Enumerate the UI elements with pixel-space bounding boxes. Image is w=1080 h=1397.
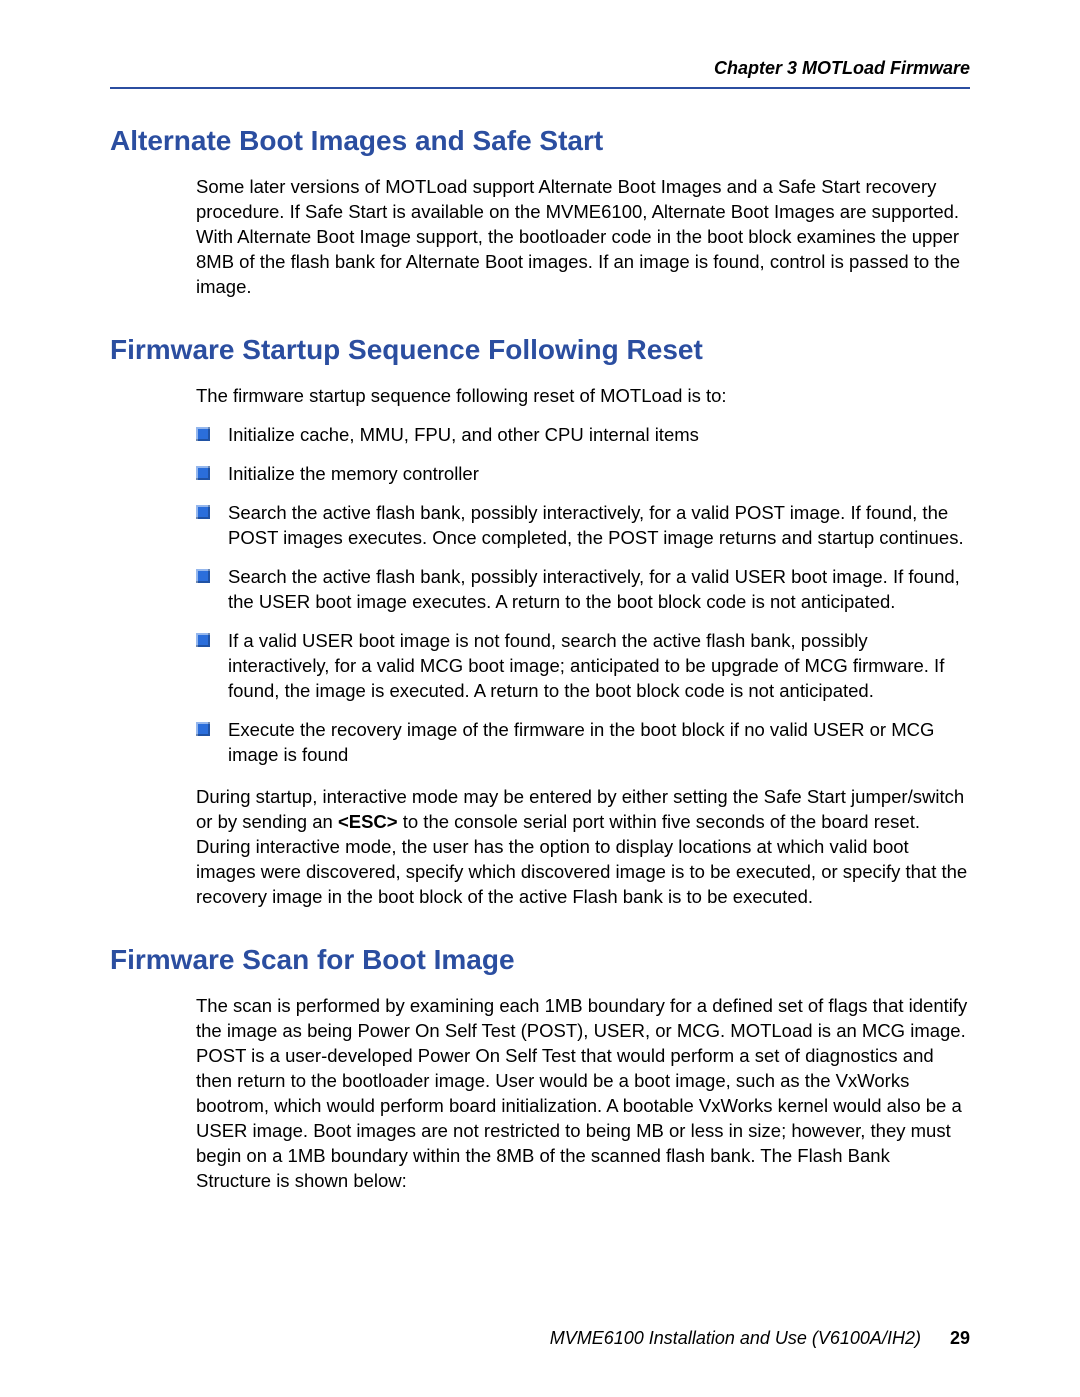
page-footer: MVME6100 Installation and Use (V6100A/IH… (550, 1328, 970, 1349)
page: Chapter 3 MOTLoad Firmware Alternate Boo… (0, 0, 1080, 1194)
list-item: Execute the recovery image of the firmwa… (196, 718, 970, 768)
paragraph: The scan is performed by examining each … (196, 994, 970, 1194)
page-header: Chapter 3 MOTLoad Firmware (110, 58, 970, 87)
paragraph: During startup, interactive mode may be … (196, 785, 970, 910)
list-item: Search the active flash bank, possibly i… (196, 501, 970, 551)
list-item: Initialize the memory controller (196, 462, 970, 487)
footer-doc-title: MVME6100 Installation and Use (V6100A/IH… (550, 1328, 921, 1348)
list-item: Search the active flash bank, possibly i… (196, 565, 970, 615)
paragraph: Some later versions of MOTLoad support A… (196, 175, 970, 300)
section-alternate-boot: Alternate Boot Images and Safe Start Som… (110, 125, 970, 300)
header-rule (110, 87, 970, 89)
list-item: Initialize cache, MMU, FPU, and other CP… (196, 423, 970, 448)
heading-alternate-boot: Alternate Boot Images and Safe Start (110, 125, 970, 157)
page-number: 29 (950, 1328, 970, 1348)
paragraph-intro: The firmware startup sequence following … (196, 384, 970, 409)
section-firmware-startup: Firmware Startup Sequence Following Rese… (110, 334, 970, 910)
bullet-list: Initialize cache, MMU, FPU, and other CP… (196, 423, 970, 768)
esc-key-text: <ESC> (338, 811, 398, 832)
list-item: If a valid USER boot image is not found,… (196, 629, 970, 704)
heading-firmware-scan: Firmware Scan for Boot Image (110, 944, 970, 976)
section-firmware-scan: Firmware Scan for Boot Image The scan is… (110, 944, 970, 1194)
heading-firmware-startup: Firmware Startup Sequence Following Rese… (110, 334, 970, 366)
